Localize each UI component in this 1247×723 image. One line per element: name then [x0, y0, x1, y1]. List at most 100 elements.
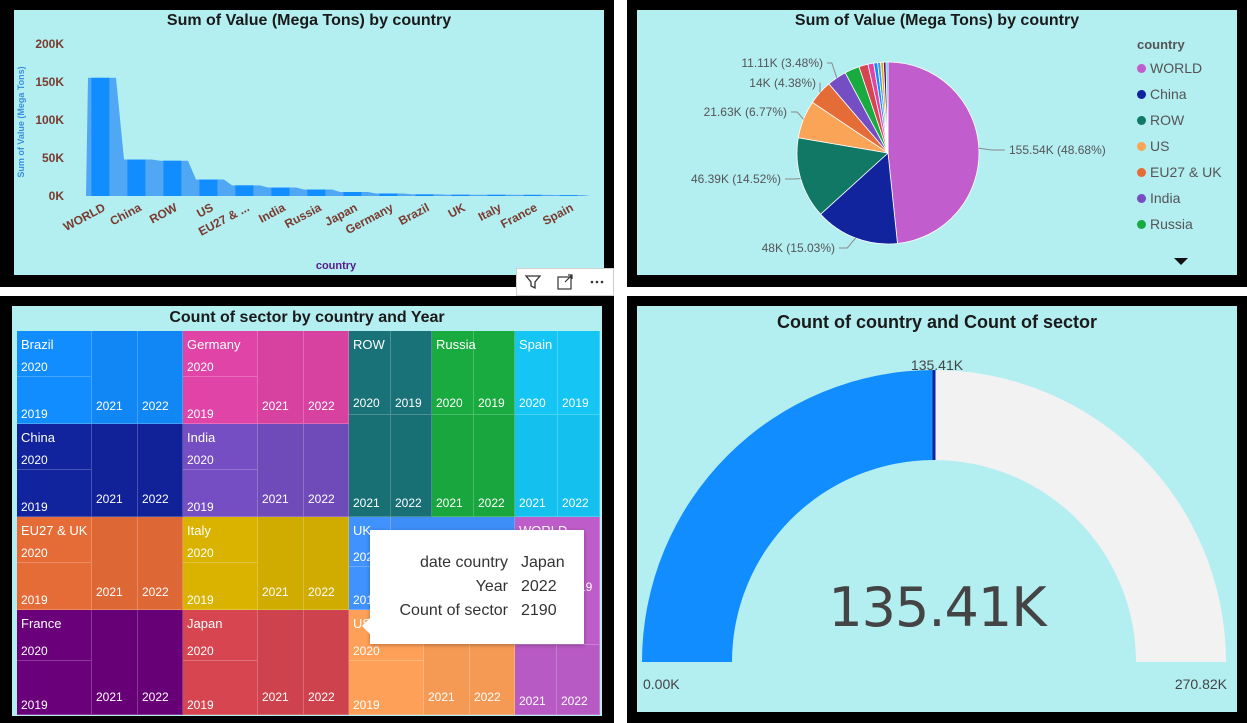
treemap-group-japan[interactable]: 2020 2019 2021 2022 Japan: [183, 610, 349, 715]
filter-icon[interactable]: [517, 269, 549, 295]
treemap-cell[interactable]: 2021: [349, 415, 391, 517]
treemap-group-spain[interactable]: 2020 2019 2021 2022 Spain: [515, 331, 600, 517]
treemap-cell[interactable]: 2022: [304, 331, 349, 424]
bar-japan: [343, 192, 362, 196]
treemap-cell[interactable]: 2019: [183, 563, 258, 610]
more-options-icon[interactable]: [581, 269, 613, 295]
treemap-year-label: 202: [353, 550, 374, 564]
treemap-group-brazil[interactable]: 2020 2019 2021 2022 Brazil: [17, 331, 183, 424]
legend-dot-icon: [1137, 141, 1146, 151]
treemap-year-label: 2021: [353, 496, 380, 510]
treemap-cell[interactable]: 2019: [17, 563, 92, 610]
gauge-title: Count of country and Count of sector: [777, 312, 1097, 332]
treemap-cell[interactable]: 2020: [17, 424, 92, 470]
pie-slice-china: [820, 152, 898, 245]
treemap-cell[interactable]: 2019: [183, 470, 258, 517]
treemap-year-label: 2020: [519, 396, 546, 410]
treemap-group-italy[interactable]: 2020 2019 2021 2022 Italy: [183, 517, 349, 610]
treemap-cell[interactable]: 2021: [432, 415, 474, 517]
treemap-cell[interactable]: 2019: [558, 331, 600, 415]
bar-germany: [379, 193, 398, 196]
tooltip-value-3: 2190: [521, 602, 557, 619]
treemap-cell[interactable]: 2021: [92, 424, 138, 517]
treemap-year-label: 2022: [308, 690, 335, 704]
treemap-cell[interactable]: 2022: [138, 424, 183, 517]
treemap-cell[interactable]: 2019: [349, 661, 424, 715]
bar-france: [523, 194, 542, 196]
x-axis-label: country: [316, 260, 357, 272]
treemap-cell[interactable]: 2020: [17, 517, 92, 563]
treemap-cell[interactable]: 2021: [92, 331, 138, 424]
treemap-cell[interactable]: 2022: [304, 610, 349, 715]
pie-data-label: 48K (15.03%): [762, 241, 835, 255]
treemap-cell[interactable]: 2020: [432, 331, 474, 415]
treemap-group-india[interactable]: 2020 2019 2021 2022 India: [183, 424, 349, 517]
y-tick-label: 200K: [35, 37, 64, 51]
legend-item[interactable]: US: [1137, 138, 1169, 154]
treemap-tooltip: date country Japan Year 2022 Count of se…: [362, 530, 584, 644]
treemap-year-label: 2022: [474, 690, 501, 704]
treemap-cell[interactable]: 2022: [138, 331, 183, 424]
pie-data-label: 21.63K (6.77%): [704, 105, 787, 119]
legend-dot-icon: [1137, 89, 1146, 99]
legend-scroll-down-icon[interactable]: [1174, 258, 1188, 265]
treemap-group-china[interactable]: 2020 2019 2021 2022 China: [17, 424, 183, 517]
treemap-year-label: 2022: [142, 399, 169, 413]
treemap-panel: Count of sector by country and Year 2020…: [0, 296, 614, 723]
treemap-cell[interactable]: 2021: [258, 331, 304, 424]
bar-russia: [307, 189, 326, 196]
treemap-cell[interactable]: 2020: [515, 331, 558, 415]
treemap-cell[interactable]: 2020: [17, 331, 92, 377]
treemap-group-row[interactable]: 2020 2019 2021 2022 ROW: [349, 331, 432, 517]
treemap-cell[interactable]: 2020: [183, 424, 258, 470]
legend-item[interactable]: WORLD: [1137, 60, 1202, 76]
tooltip-label-1: date country: [419, 554, 508, 571]
treemap-cell[interactable]: 2022: [557, 645, 600, 715]
legend-item[interactable]: Russia: [1137, 216, 1193, 232]
pie-data-label: 46.39K (14.52%): [691, 172, 781, 186]
treemap-cell[interactable]: 2019: [391, 331, 432, 415]
legend-item[interactable]: India: [1137, 190, 1180, 206]
treemap-cell[interactable]: 2019: [183, 661, 258, 715]
treemap-cell[interactable]: 2020: [17, 610, 92, 661]
treemap-cell[interactable]: 2022: [138, 610, 183, 715]
treemap-cell[interactable]: 2022: [304, 517, 349, 610]
treemap-group-russia[interactable]: 2020 2019 2021 2022 Russia: [432, 331, 515, 517]
treemap-cell[interactable]: 2020: [183, 517, 258, 563]
treemap-cell[interactable]: 2021: [258, 610, 304, 715]
treemap-cell[interactable]: 2019: [183, 377, 258, 424]
treemap-cell[interactable]: 2021: [92, 610, 138, 715]
treemap-cell[interactable]: 2021: [92, 517, 138, 610]
bar-row: [163, 160, 182, 196]
treemap-cell[interactable]: 2022: [558, 415, 600, 517]
treemap-group-germany[interactable]: 2020 2019 2021 2022 Germany: [183, 331, 349, 424]
treemap-cell[interactable]: 2019: [17, 661, 92, 715]
treemap-country-label: Spain: [519, 337, 553, 352]
treemap-cell[interactable]: 2021: [258, 517, 304, 610]
tooltip-value-1: Japan: [521, 554, 565, 571]
treemap-cell[interactable]: 2021: [515, 645, 557, 715]
treemap-cell[interactable]: 2022: [138, 517, 183, 610]
legend-item[interactable]: China: [1137, 86, 1187, 102]
treemap-cell[interactable]: 2022: [391, 415, 432, 517]
treemap-cell[interactable]: 2019: [474, 331, 515, 415]
treemap-cell[interactable]: 2022: [474, 415, 515, 517]
pie-chart-title: Sum of Value (Mega Tons) by country: [794, 12, 1080, 29]
treemap-cell[interactable]: 2020: [183, 331, 258, 377]
treemap-cell[interactable]: 2021: [515, 415, 558, 517]
legend-item[interactable]: EU27 & UK: [1137, 164, 1222, 180]
focus-mode-icon[interactable]: [549, 269, 581, 295]
treemap-cell[interactable]: 2020: [183, 610, 258, 661]
treemap-cell[interactable]: 2020: [349, 331, 391, 415]
treemap-group-eu27-uk[interactable]: 2020 2019 2021 2022 EU27 & UK: [17, 517, 183, 610]
treemap-year-label: 2021: [262, 492, 289, 506]
treemap-cell[interactable]: 2019: [17, 377, 92, 424]
gauge-svg: [642, 370, 1226, 662]
legend-item[interactable]: ROW: [1137, 112, 1184, 128]
treemap-cell[interactable]: 2022: [304, 424, 349, 517]
treemap-cell[interactable]: 2019: [17, 470, 92, 517]
x-tick-label: Brazil: [396, 200, 431, 228]
treemap-group-france[interactable]: 2020 2019 2021 2022 France: [17, 610, 183, 715]
legend-label: China: [1150, 86, 1187, 102]
treemap-cell[interactable]: 2021: [258, 424, 304, 517]
